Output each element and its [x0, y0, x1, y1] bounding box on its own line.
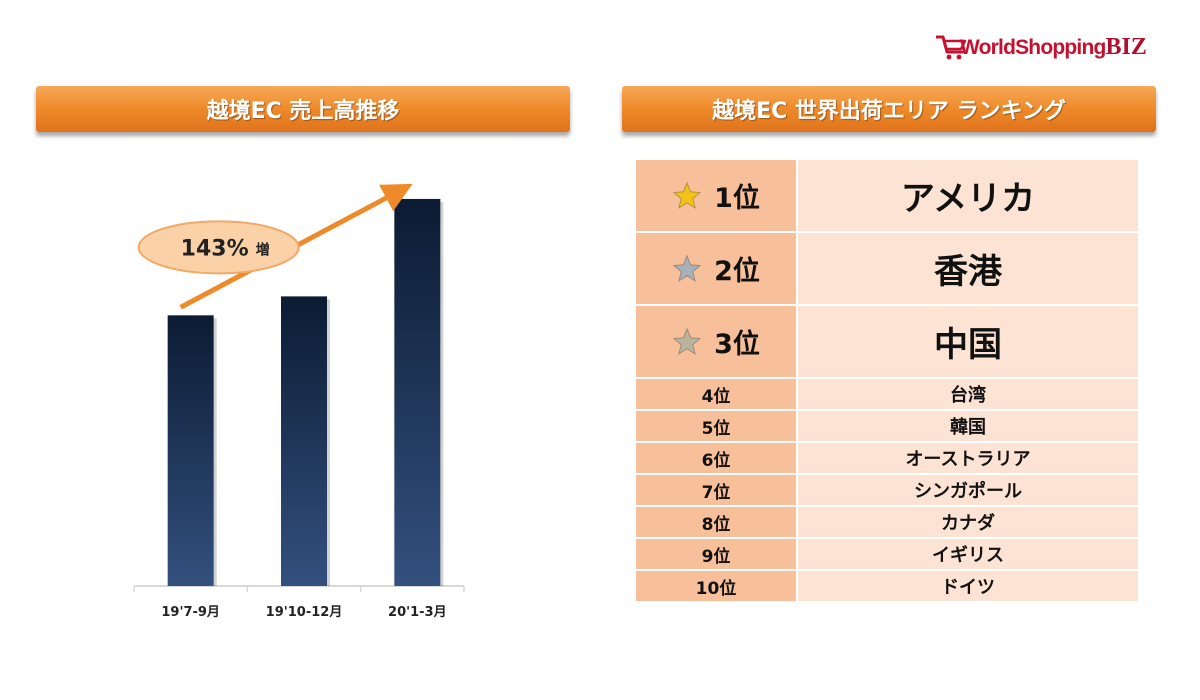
ranking-country-cell: ドイツ: [797, 570, 1138, 603]
logo-wordmark: WorldShoppingBIZ: [960, 34, 1147, 61]
ranking-rank-cell: 9位: [636, 538, 798, 571]
ranking-row: 8位 カナダ: [636, 506, 1138, 539]
ranking-rank-label: 10位: [695, 578, 737, 599]
ranking-rank-cell: 8位: [636, 506, 798, 539]
shopping-cart-icon: [936, 35, 967, 60]
ranking-row: 2位 香港: [636, 232, 1138, 306]
ranking-country-cell: 香港: [797, 232, 1138, 306]
ranking-row: 10位 ドイツ: [636, 570, 1138, 603]
ranking-country-cell: アメリカ: [797, 160, 1138, 233]
ranking-country-cell: 台湾: [797, 378, 1138, 411]
brand-logo: WorldShoppingBIZ: [936, 30, 1160, 70]
x-tick-label: 20'1-3月: [388, 605, 447, 620]
ranking-country-cell: カナダ: [797, 506, 1138, 539]
ranking-rank-label: 6位: [701, 450, 731, 471]
ranking-row: 1位 アメリカ: [636, 160, 1138, 233]
silver-star-icon: [672, 254, 702, 282]
ranking-country-cell: 韓国: [797, 410, 1138, 443]
ranking-country-cell: オーストラリア: [797, 442, 1138, 475]
ranking-rank-cell: 7位: [636, 474, 798, 507]
ranking-row: 4位 台湾: [636, 378, 1138, 411]
ranking-rank-label: 3位: [714, 329, 760, 360]
bronze-star-icon: [672, 327, 702, 355]
bar: [281, 296, 327, 586]
ranking-title: 越境EC 世界出荷エリア ランキング: [712, 99, 1066, 124]
growth-callout: [137, 220, 300, 275]
ranking-row: 7位 シンガポール: [636, 474, 1138, 507]
ranking-country-cell: シンガポール: [797, 474, 1138, 507]
bar: [394, 198, 441, 587]
ranking-title-banner: 越境EC 世界出荷エリア ランキング: [622, 86, 1156, 132]
growth-callout-value: 143%: [181, 236, 249, 261]
ranking-rank-cell: 6位: [636, 442, 798, 475]
logo-text-biz: BIZ: [1105, 34, 1147, 60]
ranking-row: 3位 中国: [636, 305, 1138, 379]
ranking-rank-cell: 1位: [636, 160, 798, 233]
ranking-row: 5位 韓国: [636, 410, 1138, 443]
ranking-rank-label: 9位: [701, 546, 731, 567]
ranking-country-cell: イギリス: [797, 538, 1138, 571]
gold-star-icon: [672, 181, 702, 209]
sales-trend-title-banner: 越境EC 売上高推移: [36, 86, 570, 132]
ranking-rank-cell: 2位: [636, 232, 798, 306]
ranking-rank-cell: 10位: [636, 570, 798, 603]
ranking-rank-label: 5位: [701, 418, 731, 439]
shipping-ranking-table: 1位 アメリカ 2位 香港 3位 中国 4位 台湾 5位 韓国 6位 オーストラリア 7位 シンガポール 8…: [636, 160, 1138, 603]
ranking-rank-label: 7位: [701, 482, 731, 503]
ranking-rank-cell: 5位: [636, 410, 798, 443]
ranking-rank-label: 8位: [701, 514, 731, 535]
ranking-row: 9位 イギリス: [636, 538, 1138, 571]
ranking-row: 6位 オーストラリア: [636, 442, 1138, 475]
ranking-rank-label: 2位: [714, 256, 760, 287]
growth-callout-suffix: 増: [256, 241, 270, 258]
logo-text-main: WorldShopping: [960, 36, 1106, 59]
ranking-rank-label: 1位: [714, 183, 760, 214]
ranking-country-cell: 中国: [797, 305, 1138, 379]
sales-trend-title: 越境EC 売上高推移: [206, 99, 400, 124]
bar: [167, 315, 214, 586]
sales-bar-chart: 19'7-9月 19'10-12月 20'1-3月 143% 増: [133, 183, 465, 620]
x-tick-label: 19'10-12月: [266, 605, 343, 620]
ranking-rank-cell: 3位: [636, 305, 798, 379]
x-tick-label: 19'7-9月: [161, 605, 220, 620]
ranking-rank-cell: 4位: [636, 378, 798, 411]
ranking-rank-label: 4位: [701, 386, 731, 407]
